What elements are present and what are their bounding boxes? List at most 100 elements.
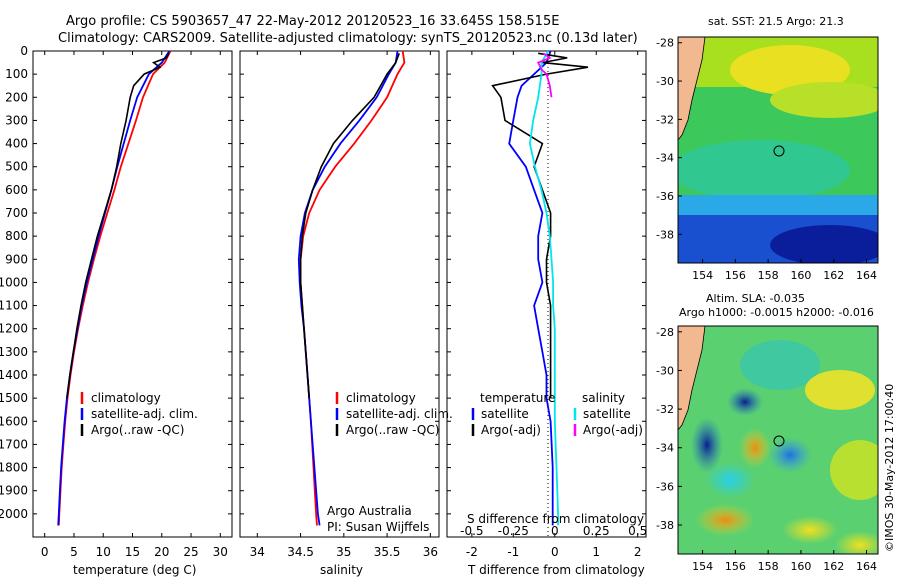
depth-tick-label: 1900 <box>0 484 28 498</box>
sla-patch <box>830 440 878 500</box>
figure-title-line1: Argo profile: CS 5903657_47 22-May-2012 … <box>66 14 559 29</box>
lat-tick-label: -36 <box>656 190 674 203</box>
series-line-s-satellite <box>528 51 559 526</box>
x-tick-label: 34.5 <box>287 545 314 559</box>
lon-tick-label: 156 <box>725 560 746 573</box>
depth-tick-label: 100 <box>5 67 28 81</box>
lon-tick-label: 160 <box>790 560 811 573</box>
sla-map-title: Altim. SLA: -0.035 <box>706 292 805 305</box>
legend-header-temperature: temperature <box>480 391 555 405</box>
temperature-legend: climatology satellite-adj. clim. Argo(..… <box>80 391 198 437</box>
x-tick-label: -1 <box>507 545 519 559</box>
imos-credit: ©IMOS 30-May-2012 17:00:40 <box>883 384 896 552</box>
temperature-axis-label: temperature (deg C) <box>73 563 196 577</box>
lon-tick-label: 154 <box>692 560 713 573</box>
series-line-argo-raw-qc- <box>66 52 170 399</box>
t-difference-axis-label: T difference from climatology <box>467 563 645 577</box>
coastline-land <box>678 326 706 431</box>
sla-patch <box>805 370 875 410</box>
sst-map-frame <box>677 36 879 264</box>
depth-tick-label: 800 <box>5 229 28 243</box>
difference-legend: temperature salinity satellite Argo(-adj… <box>471 391 643 437</box>
series-line-s-argo-adj- <box>536 52 553 98</box>
series-line-t-satellite <box>508 51 554 526</box>
difference-profile-series <box>491 51 589 526</box>
x-tick-label: -2 <box>466 545 478 559</box>
sst-cold-patch <box>770 225 878 263</box>
sst-lon-ticks: 154 156 158 160 162 164 <box>692 259 877 282</box>
depth-tick-label: 1000 <box>0 275 28 289</box>
depth-tick-label: 1500 <box>0 391 28 405</box>
x-tick-label: 25 <box>183 545 198 559</box>
depth-tick-label: 0 <box>20 44 28 58</box>
sla-low <box>727 388 763 416</box>
x-tick-label: 15 <box>125 545 140 559</box>
lat-tick-label: -32 <box>656 113 674 126</box>
s-tick-label: 0.5 <box>628 524 647 538</box>
legend-label-t-satellite: satellite <box>481 407 529 421</box>
depth-tick-label: 900 <box>5 252 28 266</box>
depth-tick-label: 300 <box>5 113 28 127</box>
sst-map: sat. SST: 21.5 Argo: 21.3 -28 -30 -32 -34 -3… <box>656 15 879 282</box>
lat-tick-label: -34 <box>656 152 674 165</box>
salinity-profile-series <box>297 51 406 526</box>
legend-label-satellite: satellite-adj. clim. <box>91 407 198 421</box>
lon-tick-label: 160 <box>790 269 811 282</box>
lat-tick-label: -34 <box>656 442 674 455</box>
legend-label-argo: Argo(..raw -QC) <box>346 423 439 437</box>
legend-header-salinity: salinity <box>582 391 625 405</box>
sla-patch <box>740 340 820 390</box>
lat-tick-label: -38 <box>656 228 674 241</box>
salinity-legend: climatology satellite-adj. clim. Argo(..… <box>335 391 453 437</box>
legend-label-argo: Argo(..raw -QC) <box>91 423 184 437</box>
x-tick-label: 35.5 <box>374 545 401 559</box>
sla-map: Altim. SLA: -0.035 Argo h1000: -0.0015 h… <box>656 292 879 573</box>
lon-tick-label: 156 <box>725 269 746 282</box>
lon-tick-label: 154 <box>692 269 713 282</box>
depth-axis: 0 100 200 300 400 500 600 700 800 900 1000 1100 1200… <box>0 44 28 521</box>
x-tick-label: 2 <box>634 545 642 559</box>
sst-cool-patch <box>678 140 850 200</box>
x-tick-label: 34 <box>250 545 265 559</box>
legend-label-satellite: satellite-adj. clim. <box>346 407 453 421</box>
lon-tick-label: 164 <box>856 269 877 282</box>
lat-tick-label: -28 <box>656 37 674 50</box>
depth-tick-label: 2000 <box>0 507 28 521</box>
legend-label-t-argo: Argo(-adj) <box>481 423 541 437</box>
temperature-profile-series <box>57 51 172 526</box>
sla-map-subtitle: Argo h1000: -0.0015 h2000: -0.016 <box>679 306 874 319</box>
x-tick-label: 35 <box>336 545 351 559</box>
sst-map-title: sat. SST: 21.5 Argo: 21.3 <box>708 15 844 28</box>
lon-tick-label: 162 <box>823 560 844 573</box>
lat-tick-label: -30 <box>656 364 674 377</box>
sla-lon-ticks: 154 156 158 160 162 164 <box>692 550 877 573</box>
difference-panel <box>446 50 647 538</box>
s-tick-label: 0 <box>551 524 559 538</box>
sst-lat-ticks: -28 -30 -32 -34 -36 -38 <box>656 37 682 241</box>
s-tick-label: 0.25 <box>583 524 610 538</box>
sla-map-frame <box>677 325 879 555</box>
depth-tick-label: 1200 <box>0 322 28 336</box>
lat-tick-label: -28 <box>656 326 674 339</box>
x-tick-label: 1 <box>592 545 600 559</box>
salinity-axis-label: salinity <box>320 563 363 577</box>
sla-high <box>835 531 878 554</box>
x-tick-label: 30 <box>213 545 228 559</box>
depth-tick-label: 600 <box>5 183 28 197</box>
legend-label-s-argo: Argo(-adj) <box>583 423 643 437</box>
s-difference-axis-label: S difference from climatology <box>467 512 644 526</box>
argo-location-marker <box>773 435 785 447</box>
sla-high <box>739 428 771 468</box>
figure-title-line2: Climatology: CARS2009. Satellite-adjuste… <box>58 31 638 46</box>
sla-low <box>705 462 755 498</box>
x-tick-label: 20 <box>154 545 169 559</box>
sla-lat-ticks: -28 -30 -32 -34 -36 -38 <box>656 326 682 532</box>
x-tick-label: 0 <box>551 545 559 559</box>
lon-tick-label: 164 <box>856 560 877 573</box>
depth-tick-label: 400 <box>5 137 28 151</box>
depth-tick-label: 500 <box>5 160 28 174</box>
pi-label: PI: Susan Wijffels <box>327 520 429 534</box>
s-tick-label: -0.5 <box>460 524 483 538</box>
x-tick-labels: 0 5 10 15 20 25 30 34 34.5 35 35.5 36 -2 -1 0 1 2 -0.5 -0.… <box>41 524 647 559</box>
depth-tick-label: 1600 <box>0 414 28 428</box>
